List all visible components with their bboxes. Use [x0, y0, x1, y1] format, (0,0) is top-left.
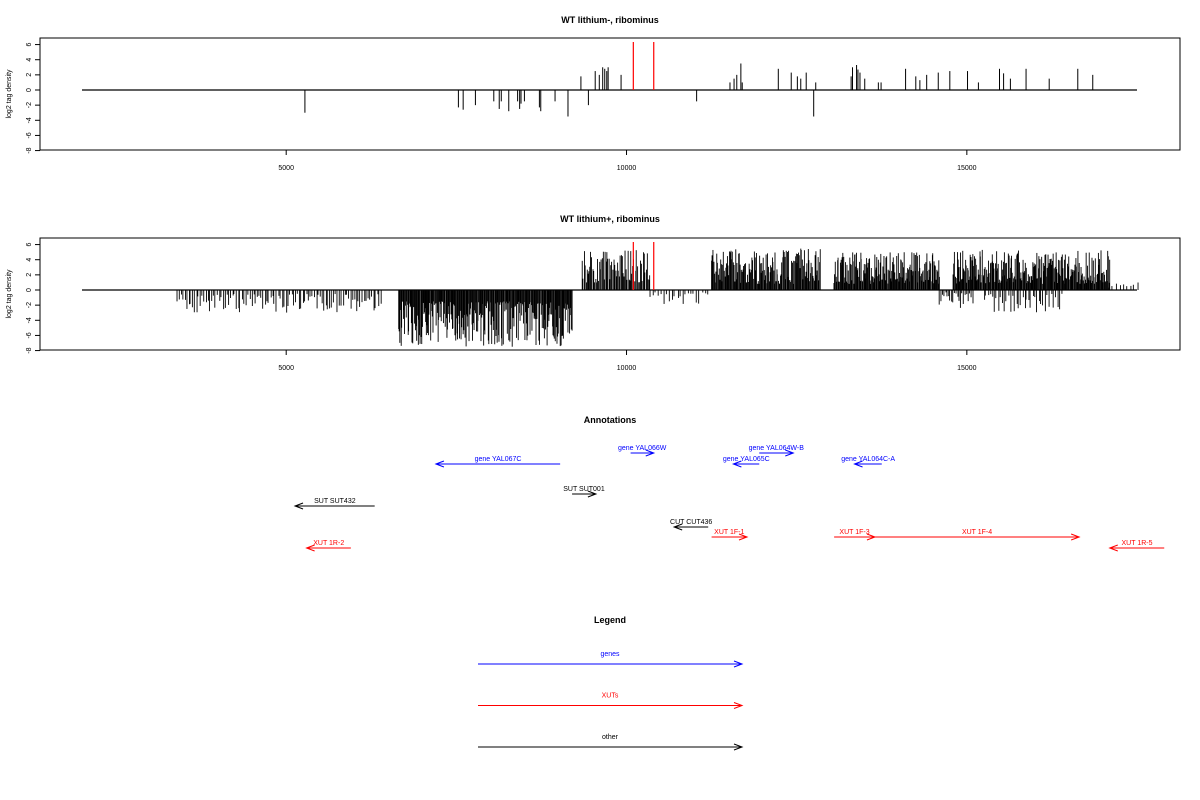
feature-label: XUT 1F-1	[714, 529, 744, 536]
y-axis-label: log2 tag density	[6, 269, 13, 319]
bar-series	[82, 42, 1137, 117]
feature-label: gene YAL066W	[618, 445, 667, 452]
y-tick-label: -4	[26, 117, 33, 123]
annotation-feature: gene YAL067C	[434, 456, 561, 468]
plot-frame	[39, 37, 1181, 151]
x-axis-ticks: 5000 10000 15000	[278, 150, 977, 172]
feature-label: XUT 1R-5	[1122, 540, 1153, 547]
arrowhead	[785, 449, 795, 457]
annotation-feature: SUT SUT001	[563, 486, 605, 498]
legend-label: XUTs	[602, 693, 619, 700]
annotation-feature: XUT 1F-1	[711, 529, 749, 541]
y-tick-label: -2	[26, 102, 33, 108]
annotation-list: gene YAL067C gene YAL066W gene YAL065C gene…	[293, 445, 1165, 552]
arrowhead	[738, 533, 749, 541]
panel-title: WT lithium-, ribominus	[561, 15, 659, 25]
annotation-feature: gene YAL064C-A	[841, 456, 895, 468]
arrowhead	[731, 460, 742, 468]
panel-lithium-plus: WT lithium+, ribominus log2 tag density …	[6, 214, 1181, 372]
annotation-feature: gene YAL064W-B	[749, 445, 805, 457]
annotation-feature: gene YAL065C	[723, 456, 770, 468]
annotation-feature: XUT 1F-4	[874, 529, 1081, 541]
legend-panel: Legend genes XUTs other	[478, 615, 744, 751]
legend-label: other	[602, 734, 619, 741]
legend-entry: other	[478, 734, 744, 751]
arrowhead	[293, 502, 304, 510]
annotation-feature: XUT 1R-5	[1108, 540, 1165, 552]
feature-label: XUT 1F-4	[962, 529, 992, 536]
arrowhead	[733, 702, 744, 709]
annotations-title: Annotations	[584, 415, 637, 425]
y-tick-label: -8	[26, 347, 33, 353]
y-tick-label: -6	[26, 332, 33, 338]
feature-label: gene YAL064C-A	[841, 456, 895, 463]
arrowhead	[1108, 544, 1118, 552]
x-tick-label: 10000	[617, 365, 637, 372]
annotation-feature: gene YAL066W	[618, 445, 667, 457]
y-tick-label: 2	[26, 273, 33, 277]
x-tick-label: 15000	[957, 365, 977, 372]
y-tick-label: -8	[26, 147, 33, 153]
feature-label: SUT SUT001	[563, 486, 605, 493]
y-tick-label: -2	[26, 302, 33, 308]
x-tick-label: 5000	[278, 365, 294, 372]
arrowhead	[733, 660, 744, 668]
arrowhead	[434, 460, 445, 468]
y-tick-label: -6	[26, 132, 33, 138]
x-axis-ticks: 5000 10000 15000	[278, 350, 977, 372]
legend-entry: XUTs	[478, 693, 744, 709]
arrowhead	[733, 743, 744, 751]
legend-list: genes XUTs other	[478, 651, 744, 751]
x-tick-label: 10000	[617, 165, 637, 172]
y-tick-label: -4	[26, 317, 33, 323]
y-axis-ticks: 6 4 2 0 -2 -4 -6 -8	[26, 43, 41, 154]
y-tick-label: 2	[26, 73, 33, 77]
arrowhead	[853, 460, 863, 468]
panel-lithium-minus: WT lithium-, ribominus log2 tag density …	[6, 15, 1181, 172]
legend-entry: genes	[478, 651, 744, 668]
arrowhead	[305, 544, 315, 552]
bar-series	[82, 242, 1139, 347]
arrowhead	[1070, 533, 1081, 541]
y-tick-label: 6	[26, 43, 33, 47]
panel-title: WT lithium+, ribominus	[560, 214, 660, 224]
feature-label: XUT 1F-3	[839, 529, 869, 536]
y-axis-label: log2 tag density	[6, 69, 13, 119]
x-tick-label: 15000	[957, 165, 977, 172]
feature-label: gene YAL064W-B	[749, 445, 805, 452]
annotation-feature: SUT SUT432	[293, 498, 375, 510]
arrowhead	[672, 523, 683, 531]
y-tick-label: 0	[26, 288, 33, 292]
y-axis-ticks: 6 4 2 0 -2 -4 -6 -8	[26, 243, 41, 354]
annotation-feature: CUT CUT436	[670, 519, 712, 531]
feature-label: XUT 1R-2	[313, 540, 344, 547]
feature-label: gene YAL067C	[475, 456, 522, 463]
feature-label: SUT SUT432	[314, 498, 356, 505]
feature-label: CUT CUT436	[670, 519, 712, 526]
y-tick-label: 4	[26, 58, 33, 62]
arrowhead	[645, 449, 656, 457]
y-tick-label: 4	[26, 258, 33, 262]
legend-title: Legend	[594, 615, 626, 625]
y-tick-label: 0	[26, 88, 33, 92]
annotation-feature: XUT 1R-2	[305, 540, 351, 552]
legend-label: genes	[600, 651, 620, 658]
feature-label: gene YAL065C	[723, 456, 770, 463]
arrowhead	[587, 490, 598, 498]
annotation-feature: XUT 1F-3	[834, 529, 877, 541]
y-tick-label: 6	[26, 243, 33, 247]
x-tick-label: 5000	[278, 165, 294, 172]
